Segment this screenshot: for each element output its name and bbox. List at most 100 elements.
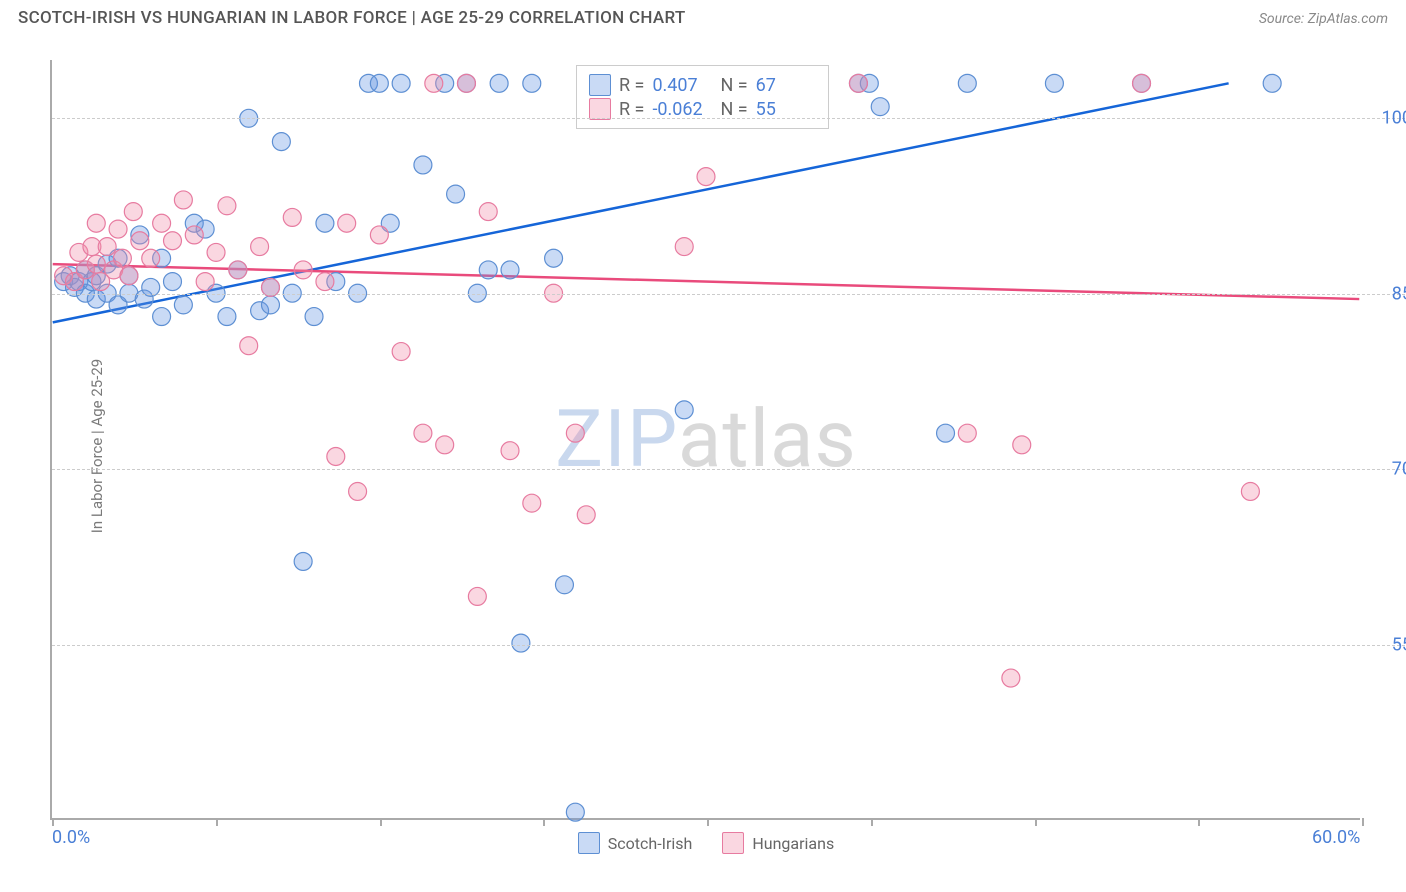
- x-tick-mark: [1362, 818, 1364, 826]
- hungarians-point: [316, 273, 334, 291]
- scotch_irish-point: [174, 296, 192, 314]
- hungarians-point: [566, 424, 584, 442]
- scotch_irish-point: [370, 74, 388, 92]
- legend-item-hungarians: Hungarians: [722, 832, 834, 854]
- hungarians-point: [131, 232, 149, 250]
- scotch_irish-point: [153, 308, 171, 326]
- chart-title: SCOTCH-IRISH VS HUNGARIAN IN LABOR FORCE…: [18, 8, 686, 28]
- scotch_irish-point: [392, 74, 410, 92]
- x-tick-label: 0.0%: [52, 827, 90, 848]
- y-tick-label: 55.0%: [1370, 634, 1406, 655]
- hungarians-point: [153, 214, 171, 232]
- scotch_irish-point: [675, 401, 693, 419]
- legend-label-scotch_irish: Scotch-Irish: [608, 834, 693, 853]
- scotch_irish-point: [414, 156, 432, 174]
- y-tick-label: 100.0%: [1370, 108, 1406, 129]
- hungarians-point: [1133, 74, 1151, 92]
- plot-svg: [52, 60, 1360, 818]
- hungarians-point: [283, 208, 301, 226]
- hungarians-point: [113, 249, 131, 267]
- legend-item-scotch_irish: Scotch-Irish: [578, 832, 693, 854]
- scotch_irish-point: [479, 261, 497, 279]
- scotch_irish-point: [305, 308, 323, 326]
- n-value-scotch_irish: 67: [756, 75, 816, 96]
- hungarians-point: [124, 203, 142, 221]
- stat-swatch-scotch_irish: [589, 74, 611, 96]
- x-tick-mark: [1198, 818, 1200, 826]
- x-tick-mark: [1035, 818, 1037, 826]
- r-value-hungarians: -0.062: [652, 99, 712, 120]
- hungarians-point: [98, 238, 116, 256]
- legend-swatch-scotch_irish: [578, 832, 600, 854]
- hungarians-point: [174, 191, 192, 209]
- scotch_irish-point: [512, 634, 530, 652]
- scotch_irish-point: [523, 74, 541, 92]
- n-label: N =: [720, 75, 747, 96]
- x-tick-mark: [871, 818, 873, 826]
- hungarians-point: [164, 232, 182, 250]
- gridline: [52, 118, 1406, 119]
- n-label: N =: [720, 99, 747, 120]
- hungarians-point: [849, 74, 867, 92]
- hungarians-point: [479, 203, 497, 221]
- x-tick-label: 60.0%: [1312, 827, 1360, 848]
- x-tick-mark: [216, 818, 218, 826]
- hungarians-point: [218, 197, 236, 215]
- hungarians-point: [196, 273, 214, 291]
- hungarians-point: [436, 436, 454, 454]
- hungarians-point: [338, 214, 356, 232]
- hungarians-point: [109, 220, 127, 238]
- hungarians-point: [457, 74, 475, 92]
- correlation-chart: SCOTCH-IRISH VS HUNGARIAN IN LABOR FORCE…: [0, 0, 1406, 892]
- hungarians-point: [392, 343, 410, 361]
- gridline: [52, 645, 1406, 646]
- scotch_irish-point: [262, 296, 280, 314]
- x-tick-mark: [380, 818, 382, 826]
- hungarians-point: [425, 74, 443, 92]
- y-tick-label: 85.0%: [1370, 283, 1406, 304]
- hungarians-point: [349, 483, 367, 501]
- hungarians-point: [120, 267, 138, 285]
- legend: Scotch-Irish Hungarians: [52, 832, 1360, 854]
- scotch_irish-point: [555, 576, 573, 594]
- hungarians-point: [185, 226, 203, 244]
- scotch_irish-point: [490, 74, 508, 92]
- hungarians-point: [697, 168, 715, 186]
- x-tick-mark: [543, 818, 545, 826]
- legend-swatch-hungarians: [722, 832, 744, 854]
- stat-swatch-hungarians: [589, 98, 611, 120]
- hungarians-point: [142, 249, 160, 267]
- hungarians-point: [251, 238, 269, 256]
- r-value-scotch_irish: 0.407: [652, 75, 712, 96]
- hungarians-point: [87, 214, 105, 232]
- scotch_irish-point: [871, 98, 889, 116]
- scotch_irish-point: [316, 214, 334, 232]
- hungarians-point: [577, 506, 595, 524]
- hungarians-point: [523, 494, 541, 512]
- hungarians-point: [229, 261, 247, 279]
- legend-label-hungarians: Hungarians: [752, 834, 834, 853]
- scotch_irish-point: [545, 249, 563, 267]
- hungarians-point: [87, 255, 105, 273]
- scotch_irish-point: [937, 424, 955, 442]
- hungarians-point: [468, 587, 486, 605]
- scotch_irish-point: [501, 261, 519, 279]
- hungarians-point: [1002, 669, 1020, 687]
- scotch_irish-point: [272, 133, 290, 151]
- chart-source: Source: ZipAtlas.com: [1259, 11, 1388, 27]
- hungarians-point: [240, 337, 258, 355]
- scotch_irish-point: [294, 552, 312, 570]
- hungarians-point: [294, 261, 312, 279]
- hungarians-point: [207, 243, 225, 261]
- hungarians-point: [327, 448, 345, 466]
- hungarians-point: [370, 226, 388, 244]
- hungarians-point: [1241, 483, 1259, 501]
- stat-row-hungarians: R =-0.062N =55: [589, 98, 816, 120]
- hungarians-point: [414, 424, 432, 442]
- y-tick-label: 70.0%: [1370, 459, 1406, 480]
- x-tick-mark: [52, 818, 54, 826]
- scotch_irish-point: [447, 185, 465, 203]
- hungarians-point: [501, 442, 519, 460]
- scotch_irish-point: [1263, 74, 1281, 92]
- gridline: [52, 294, 1406, 295]
